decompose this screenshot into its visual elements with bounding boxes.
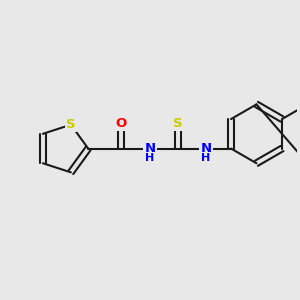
Text: H: H: [201, 153, 211, 163]
Text: S: S: [173, 117, 183, 130]
Text: O: O: [115, 117, 126, 130]
Text: N: N: [145, 142, 156, 155]
Text: H: H: [146, 153, 154, 163]
Text: S: S: [66, 118, 76, 131]
Text: N: N: [200, 142, 211, 155]
